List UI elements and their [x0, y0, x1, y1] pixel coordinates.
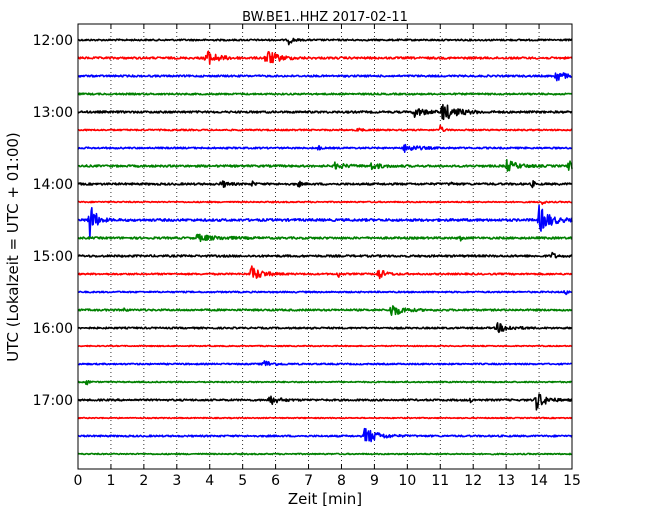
y-tick-label: 12:00	[33, 33, 73, 49]
chart-title: BW.BE1..HHZ 2017-02-11	[242, 10, 408, 25]
plot-background	[78, 24, 572, 469]
trace-1230	[77, 72, 573, 82]
x-tick-label: 12	[464, 473, 482, 489]
trace-1430	[77, 204, 573, 239]
plot-frame	[77, 23, 573, 470]
trace-layer	[77, 37, 573, 456]
trace-1715	[77, 416, 573, 420]
y-axis-label: UTC (Lokalzeit = UTC + 01:00)	[4, 132, 22, 362]
trace-1600	[77, 322, 573, 334]
trace-1630	[77, 360, 573, 367]
trace-1345	[77, 158, 573, 172]
trace-1330	[77, 143, 573, 154]
x-tick-label: 5	[238, 473, 247, 489]
y-tick-label: 14:00	[33, 177, 73, 193]
y-tick-label: 17:00	[33, 393, 73, 409]
trace-1415	[77, 200, 573, 206]
x-tick-label: 9	[370, 473, 379, 489]
trace-1215	[77, 50, 573, 65]
trace-1700	[77, 393, 573, 411]
trace-1615	[77, 344, 573, 348]
trace-1515	[77, 265, 573, 280]
trace-1645	[77, 379, 573, 386]
trace-1730	[77, 427, 573, 443]
y-tick-label: 15:00	[33, 249, 73, 265]
y-tick-label: 16:00	[33, 321, 73, 337]
x-tick-label: 3	[172, 473, 181, 489]
trace-1315	[77, 124, 573, 133]
trace-1545	[77, 305, 573, 316]
x-tick-label: 1	[106, 473, 115, 489]
x-axis-label: Zeit [min]	[288, 490, 362, 508]
x-tick-label: 0	[74, 473, 83, 489]
x-tick-label: 14	[530, 473, 548, 489]
x-tick-label: 4	[205, 473, 214, 489]
trace-1400	[77, 180, 573, 189]
x-tick-label: 15	[563, 473, 581, 489]
trace-1530	[77, 290, 573, 296]
tick-layer: 0 1 2 3 4 5 6 7 8 9 10 11 12 13 14 1512:0013:0014:0015:…	[33, 24, 581, 489]
x-tick-label: 7	[304, 473, 313, 489]
trace-1500	[77, 251, 573, 259]
x-tick-label: 11	[431, 473, 449, 489]
x-tick-label: 13	[497, 473, 515, 489]
trace-1245	[77, 92, 573, 96]
trace-1445	[77, 233, 573, 243]
x-tick-label: 2	[139, 473, 148, 489]
x-tick-label: 8	[337, 473, 346, 489]
x-tick-label: 6	[271, 473, 280, 489]
trace-1200	[77, 37, 573, 46]
trace-1300	[77, 103, 573, 121]
y-tick-label: 13:00	[33, 105, 73, 121]
trace-1745	[77, 452, 573, 456]
x-tick-label: 10	[398, 473, 416, 489]
